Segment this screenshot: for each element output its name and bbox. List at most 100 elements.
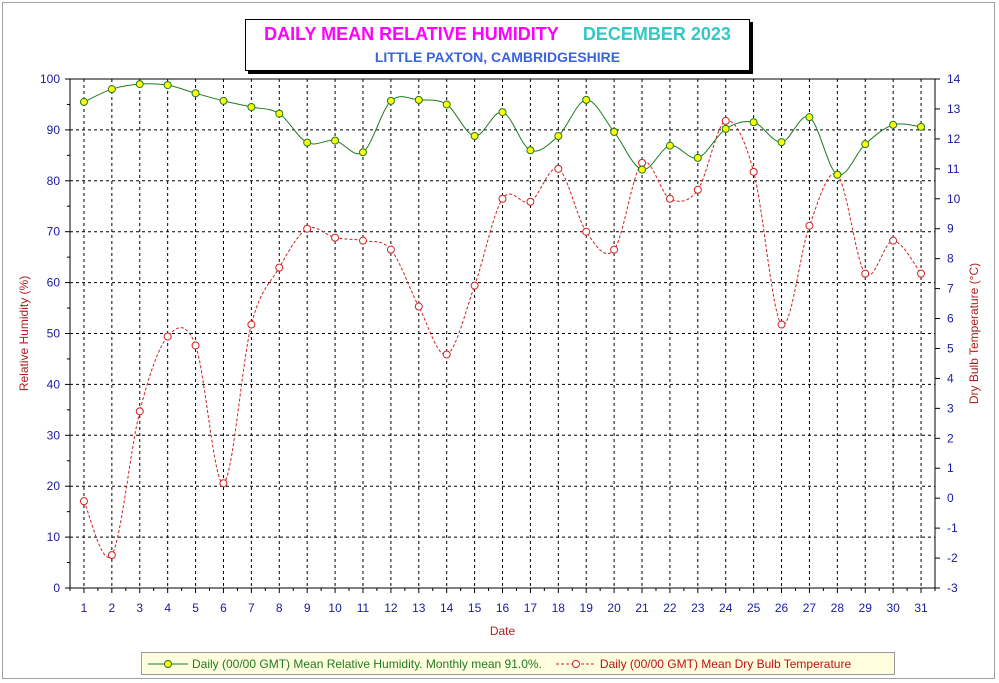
humidity-point bbox=[917, 122, 926, 131]
temperature-point bbox=[135, 407, 144, 416]
x-tick-label: 19 bbox=[580, 601, 594, 615]
y2-tick-label: 6 bbox=[947, 312, 954, 326]
x-tick-label: 20 bbox=[607, 601, 621, 615]
chart-date: DECEMBER 2023 bbox=[582, 24, 731, 44]
y-tick-label: 100 bbox=[40, 72, 60, 86]
humidity-point bbox=[219, 96, 228, 105]
x-tick-label: 28 bbox=[831, 601, 845, 615]
x-tick-label: 17 bbox=[524, 601, 538, 615]
x-tick-label: 2 bbox=[109, 601, 116, 615]
humidity-point bbox=[247, 102, 256, 111]
temperature-point bbox=[721, 116, 730, 125]
temperature-point bbox=[610, 245, 619, 254]
y2-tick-label: 11 bbox=[947, 162, 960, 176]
temperature-point bbox=[191, 341, 200, 350]
y-tick-label: 10 bbox=[47, 530, 61, 544]
x-tick-label: 22 bbox=[663, 601, 677, 615]
legend-item-temp: Daily (00/00 GMT) Mean Dry Bulb Temperat… bbox=[555, 656, 852, 671]
temperature-point bbox=[582, 227, 591, 236]
x-tick-label: 29 bbox=[859, 601, 873, 615]
humidity-point bbox=[442, 100, 451, 109]
x-tick-label: 5 bbox=[192, 601, 199, 615]
legend-swatch-temp bbox=[555, 659, 596, 668]
x-tick-label: 14 bbox=[440, 601, 454, 615]
y-tick-label: 0 bbox=[53, 581, 60, 595]
temperature-point bbox=[163, 332, 172, 341]
x-tick-label: 1 bbox=[81, 601, 88, 615]
humidity-point bbox=[386, 96, 395, 105]
humidity-point bbox=[889, 120, 898, 129]
temperature-point bbox=[526, 197, 535, 206]
humidity-point bbox=[191, 89, 200, 98]
temperature-point bbox=[107, 551, 116, 560]
y-tick-label: 40 bbox=[47, 377, 61, 391]
y2-tick-label: -1 bbox=[947, 521, 958, 535]
x-tick-label: 21 bbox=[635, 601, 649, 615]
x-tick-label: 31 bbox=[914, 601, 928, 615]
temperature-point bbox=[665, 194, 674, 203]
y2-tick-label: 2 bbox=[947, 431, 954, 445]
temperature-point bbox=[693, 185, 702, 194]
y-tick-label: 20 bbox=[47, 479, 61, 493]
x-tick-label: 8 bbox=[276, 601, 283, 615]
legend-label-rh: Daily (00/00 GMT) Mean Relative Humidity… bbox=[192, 656, 542, 671]
humidity-point bbox=[861, 140, 870, 149]
temperature-point bbox=[638, 158, 647, 167]
y-tick-label: 50 bbox=[47, 327, 61, 341]
humidity-point bbox=[638, 165, 647, 174]
y-tick-label: 80 bbox=[47, 174, 61, 188]
x-tick-label: 9 bbox=[304, 601, 311, 615]
temperature-point bbox=[805, 221, 814, 230]
temperature-point bbox=[247, 320, 256, 329]
temperature-point bbox=[358, 236, 367, 245]
temperature-point bbox=[889, 236, 898, 245]
y2-tick-label: 9 bbox=[947, 222, 954, 236]
y2-tick-label: 4 bbox=[947, 371, 954, 385]
y-tick-label: 60 bbox=[47, 276, 61, 290]
y2-tick-label: 0 bbox=[947, 491, 954, 505]
y2-tick-label: 1 bbox=[947, 461, 954, 475]
y-tick-label: 90 bbox=[47, 123, 61, 137]
temperature-point bbox=[917, 269, 926, 278]
humidity-point bbox=[163, 81, 172, 90]
humidity-point bbox=[665, 141, 674, 150]
humidity-point bbox=[135, 80, 144, 89]
humidity-point bbox=[582, 95, 591, 104]
temperature-point bbox=[414, 302, 423, 311]
temperature-point bbox=[331, 233, 340, 242]
temperature-point bbox=[777, 320, 786, 329]
humidity-point bbox=[275, 109, 284, 118]
temperature-point bbox=[498, 194, 507, 203]
x-tick-label: 25 bbox=[747, 601, 761, 615]
x-tick-label: 27 bbox=[803, 601, 817, 615]
humidity-point bbox=[79, 97, 88, 106]
title-line: DAILY MEAN RELATIVE HUMIDITY DECEMBER 202… bbox=[246, 24, 749, 45]
humidity-point bbox=[693, 153, 702, 162]
legend-swatch-rh bbox=[148, 659, 188, 668]
x-tick-label: 3 bbox=[136, 601, 143, 615]
temperature-point bbox=[861, 269, 870, 278]
x-tick-label: 12 bbox=[384, 601, 398, 615]
legend-label-temp: Daily (00/00 GMT) Mean Dry Bulb Temperat… bbox=[599, 656, 852, 671]
y2-tick-label: -3 bbox=[947, 581, 958, 595]
y2-tick-label: 8 bbox=[947, 252, 954, 266]
humidity-point bbox=[526, 146, 535, 155]
humidity-point bbox=[749, 118, 758, 127]
x-tick-label: 24 bbox=[719, 601, 733, 615]
temperature-point bbox=[219, 479, 228, 488]
temperature-point bbox=[554, 164, 563, 173]
temperature-point bbox=[386, 245, 395, 254]
humidity-point bbox=[805, 113, 814, 122]
y2-tick-label: 7 bbox=[947, 282, 954, 296]
legend: Daily (00/00 GMT) Mean Relative Humidity… bbox=[141, 652, 895, 675]
x-tick-label: 16 bbox=[496, 601, 510, 615]
y2-axis-label: Dry Bulb Temperature (°C) bbox=[967, 263, 981, 404]
x-tick-label: 18 bbox=[552, 601, 566, 615]
y-axis-label: Relative Humidity (%) bbox=[17, 276, 31, 391]
x-tick-label: 13 bbox=[412, 601, 426, 615]
y2-tick-label: 3 bbox=[947, 401, 954, 415]
humidity-point bbox=[833, 170, 842, 179]
humidity-point bbox=[610, 127, 619, 136]
humidity-point bbox=[721, 124, 730, 133]
humidity-point bbox=[554, 132, 563, 141]
